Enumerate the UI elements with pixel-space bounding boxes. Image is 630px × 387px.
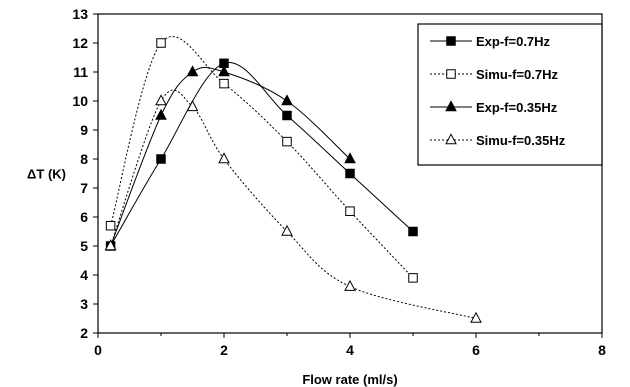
data-point (218, 152, 230, 164)
x-tick-label: 2 (220, 342, 228, 358)
legend-item: Exp-f=0.35Hz (430, 100, 558, 115)
data-point (408, 226, 418, 237)
series-line (110, 36, 414, 279)
data-point (186, 65, 199, 77)
data-point (282, 110, 292, 121)
y-tick-label: 7 (80, 180, 88, 196)
legend-item: Simu-f=0.7Hz (430, 67, 558, 82)
x-axis-title: Flow rate (ml/s) (302, 372, 397, 387)
data-point (218, 65, 230, 77)
y-axis-ticks: 2 3 4 5 6 7 8 9 10 11 12 13 (72, 6, 98, 341)
x-axis-ticks: 0 2 4 6 8 (94, 333, 606, 358)
y-axis-title: ΔT (K) (27, 167, 66, 182)
y-tick-label: 5 (80, 238, 88, 254)
data-point (155, 94, 167, 106)
series-line (110, 66, 351, 247)
data-point (105, 220, 116, 231)
legend-label: Simu-f=0.35Hz (476, 133, 566, 148)
y-tick-label: 3 (80, 296, 88, 312)
series-1 (105, 58, 418, 251)
series-4 (104, 89, 482, 323)
x-tick-label: 4 (346, 342, 354, 358)
data-point (281, 224, 293, 236)
series-layer (104, 36, 482, 323)
data-point (156, 154, 166, 164)
legend-item: Exp-f=0.7Hz (430, 34, 551, 49)
y-tick-label: 2 (80, 325, 88, 341)
y-tick-label: 8 (80, 151, 88, 167)
data-point (155, 108, 167, 120)
legend-marker (445, 133, 457, 145)
y-tick-label: 10 (72, 93, 88, 109)
x-tick-label: 6 (472, 342, 480, 358)
data-point (281, 94, 293, 106)
data-point (345, 206, 355, 216)
data-point (408, 273, 418, 283)
data-point (156, 38, 166, 48)
y-tick-label: 12 (72, 35, 88, 51)
y-tick-label: 11 (73, 64, 88, 80)
data-point (470, 311, 482, 323)
series-line (110, 62, 414, 247)
legend-label: Exp-f=0.35Hz (476, 100, 558, 115)
legend-label: Exp-f=0.7Hz (476, 34, 551, 49)
data-point (104, 239, 117, 251)
legend-marker (445, 100, 457, 112)
data-point (344, 279, 356, 291)
y-tick-label: 4 (80, 267, 88, 283)
data-point (282, 136, 292, 147)
x-tick-label: 8 (598, 342, 606, 358)
data-point (186, 100, 199, 112)
legend-marker (446, 36, 456, 46)
data-point (345, 168, 355, 179)
data-point (344, 152, 356, 164)
data-point (219, 78, 229, 89)
y-tick-label: 9 (80, 122, 88, 138)
legend-label: Simu-f=0.7Hz (476, 67, 558, 82)
legend: Exp-f=0.7Hz Simu-f=0.7Hz Exp-f=0.35Hz Simu-… (417, 23, 603, 166)
x-tick-label: 0 (94, 342, 102, 358)
legend-marker (446, 69, 456, 79)
series-2 (105, 36, 418, 283)
series-3 (104, 65, 356, 251)
y-tick-label: 6 (80, 209, 88, 225)
y-tick-label: 13 (72, 6, 88, 22)
legend-item: Simu-f=0.35Hz (430, 133, 566, 148)
